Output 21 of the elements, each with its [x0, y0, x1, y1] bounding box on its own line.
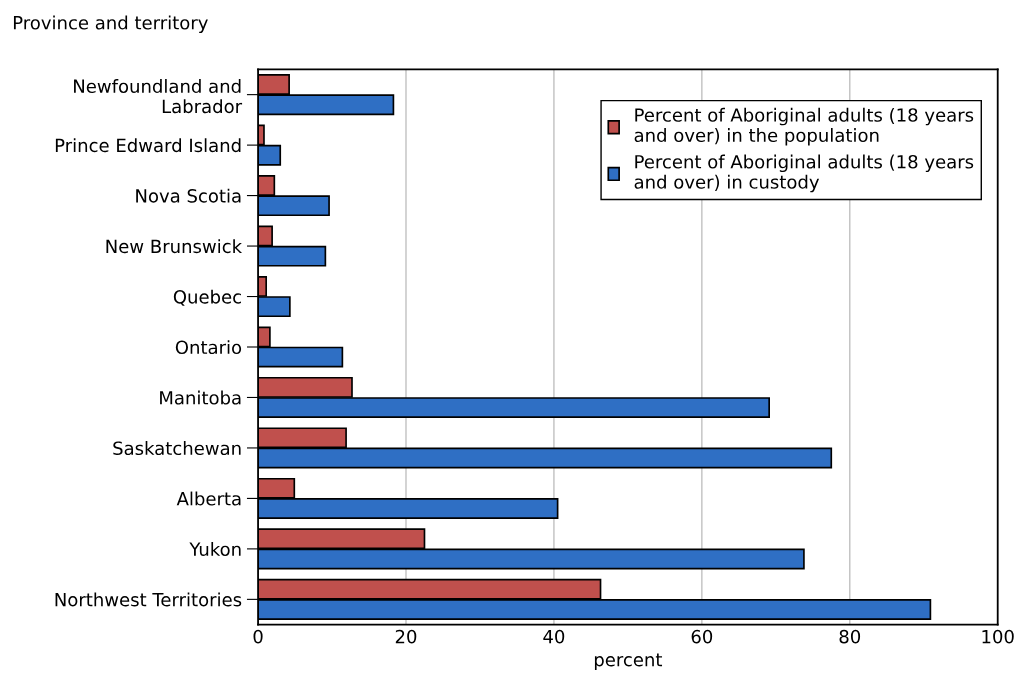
x-tick-label: 80 [839, 629, 861, 644]
y-tick-label: Saskatchewan [113, 441, 241, 456]
y-tick-label: Prince Edward Island [55, 138, 241, 153]
y-tick-label: Northwest Territories [55, 592, 242, 607]
legend-label: Percent of Aboriginal adults (18 years and over) in the population [634, 107, 974, 146]
y-tick-label: Alberta [176, 491, 241, 506]
legend-label: Percent of Aboriginal adults (18 years and over) in custody [634, 154, 974, 193]
x-tick-label: 100 [982, 629, 1014, 644]
x-tick-label: 60 [691, 629, 713, 644]
y-tick-label: Ontario [175, 340, 242, 355]
y-tick-label: New Brunswick [106, 239, 243, 254]
y-tick-label: Newfoundland and Labrador [74, 79, 243, 114]
x-tick-label: 0 [253, 629, 263, 644]
y-tick-label: Manitoba [160, 390, 241, 405]
y-tick-label: Nova Scotia [136, 188, 241, 203]
x-tick-label: 20 [395, 629, 417, 644]
x-axis-title: percent [594, 653, 663, 670]
y-tick-label: Quebec [173, 289, 241, 306]
y-tick-label: Yukon [189, 542, 241, 557]
x-tick-label: 40 [543, 629, 565, 644]
text: Province and territory [13, 15, 208, 34]
